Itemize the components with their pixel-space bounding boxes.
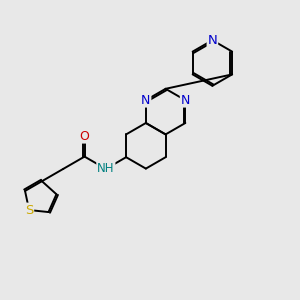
Text: N: N <box>141 94 151 107</box>
Text: N: N <box>208 34 217 47</box>
Text: NH: NH <box>97 162 115 176</box>
Text: O: O <box>80 130 89 143</box>
Text: N: N <box>181 94 190 107</box>
Text: S: S <box>25 203 33 217</box>
